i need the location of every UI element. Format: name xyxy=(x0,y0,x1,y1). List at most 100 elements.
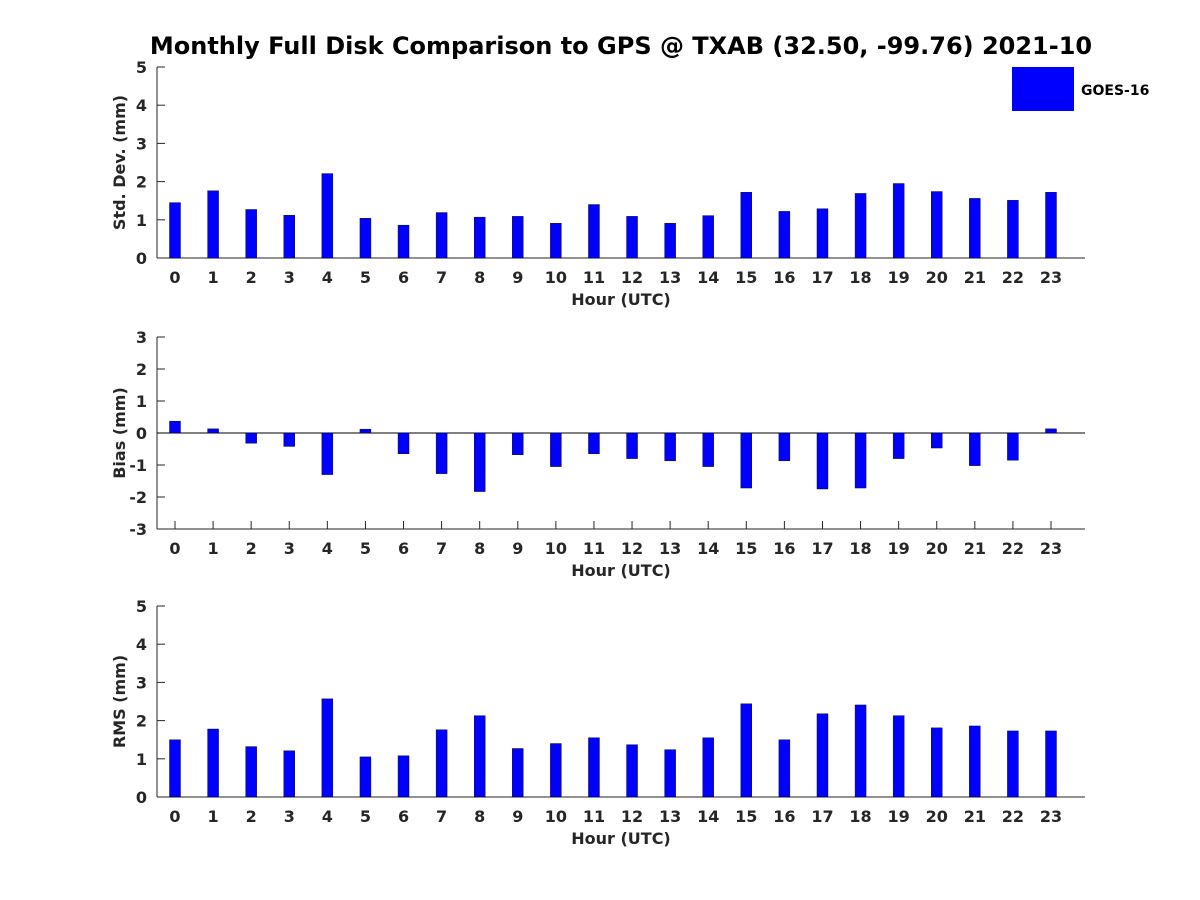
x-tick-label: 20 xyxy=(926,807,948,826)
bar xyxy=(550,223,562,259)
x-tick-label: 23 xyxy=(1040,268,1062,287)
y-tick-label: 2 xyxy=(136,360,147,379)
x-tick-label: 6 xyxy=(398,807,409,826)
y-tick-label: 0 xyxy=(136,249,147,268)
y-tick-label: 1 xyxy=(136,392,147,411)
x-tick-label: 7 xyxy=(436,807,447,826)
bar xyxy=(854,193,867,259)
bar xyxy=(854,432,867,489)
bar xyxy=(1007,432,1019,461)
bar xyxy=(397,432,410,454)
bar xyxy=(626,216,638,259)
bar xyxy=(512,748,524,798)
x-tick-label: 11 xyxy=(583,539,605,558)
x-tick-label: 19 xyxy=(888,539,910,558)
x-tick-label: 5 xyxy=(360,268,371,287)
y-tick-label: 4 xyxy=(136,96,147,115)
bar xyxy=(588,737,600,798)
y-tick-label: -3 xyxy=(129,520,147,539)
x-tick-label: 5 xyxy=(360,807,371,826)
x-tick-label: 3 xyxy=(284,268,295,287)
bar xyxy=(588,204,600,259)
bar xyxy=(969,198,981,259)
x-tick-label: 15 xyxy=(735,268,757,287)
x-tick-label: 0 xyxy=(169,807,180,826)
bar xyxy=(435,212,448,259)
x-tick-label: 19 xyxy=(888,268,910,287)
bar xyxy=(664,223,676,259)
x-tick-label: 16 xyxy=(773,807,795,826)
y-tick-label: 3 xyxy=(136,673,147,692)
x-tick-label: 3 xyxy=(284,539,295,558)
bar xyxy=(1007,200,1019,259)
x-tick-label: 13 xyxy=(659,807,681,826)
bar xyxy=(169,202,181,259)
y-axis-label: Std. Dev. (mm) xyxy=(110,95,129,230)
bar xyxy=(473,216,486,259)
bar xyxy=(435,729,448,798)
bar xyxy=(359,218,372,259)
bar xyxy=(512,432,524,455)
bar xyxy=(778,739,791,798)
bar xyxy=(664,432,676,462)
y-tick-label: 2 xyxy=(136,173,147,192)
x-tick-label: 1 xyxy=(208,807,219,826)
x-tick-label: 22 xyxy=(1002,539,1024,558)
bar xyxy=(626,744,638,798)
bar xyxy=(283,215,295,259)
bar xyxy=(435,432,448,474)
bar xyxy=(550,432,562,467)
x-tick-label: 8 xyxy=(474,539,485,558)
x-tick-label: 14 xyxy=(697,268,719,287)
bar xyxy=(550,743,562,798)
bar xyxy=(207,190,219,259)
x-tick-label: 21 xyxy=(964,807,986,826)
bar xyxy=(1045,730,1057,798)
x-tick-label: 17 xyxy=(811,539,833,558)
x-tick-label: 4 xyxy=(322,539,333,558)
bar xyxy=(207,728,219,798)
bar xyxy=(740,703,753,798)
y-tick-label: 5 xyxy=(136,58,147,77)
x-tick-label: 19 xyxy=(888,807,910,826)
x-tick-label: 18 xyxy=(849,268,871,287)
bar xyxy=(283,432,295,447)
bar xyxy=(473,432,486,492)
x-tick-label: 20 xyxy=(926,539,948,558)
bar xyxy=(245,209,257,259)
bar xyxy=(931,191,943,259)
bar xyxy=(359,756,372,798)
x-tick-label: 3 xyxy=(284,807,295,826)
x-tick-label: 10 xyxy=(545,539,567,558)
bar xyxy=(473,715,486,798)
x-tick-label: 6 xyxy=(398,268,409,287)
x-tick-label: 2 xyxy=(246,539,257,558)
x-tick-label: 12 xyxy=(621,268,643,287)
y-tick-label: 5 xyxy=(136,597,147,616)
bar xyxy=(1007,730,1019,798)
bar xyxy=(207,428,219,434)
bar xyxy=(626,432,638,459)
bar xyxy=(321,432,334,475)
x-axis-label: Hour (UTC) xyxy=(571,290,671,309)
x-tick-label: 11 xyxy=(583,807,605,826)
bar xyxy=(702,215,714,259)
x-tick-label: 1 xyxy=(208,539,219,558)
x-tick-label: 14 xyxy=(697,807,719,826)
bar xyxy=(397,224,410,259)
x-tick-label: 14 xyxy=(697,539,719,558)
bar xyxy=(854,704,867,798)
x-tick-label: 1 xyxy=(208,268,219,287)
x-tick-label: 13 xyxy=(659,268,681,287)
y-tick-label: 0 xyxy=(136,424,147,443)
legend-swatch xyxy=(1012,67,1074,111)
bar xyxy=(969,725,981,798)
x-tick-label: 5 xyxy=(360,539,371,558)
y-axis-label: Bias (mm) xyxy=(110,387,129,479)
y-tick-label: 1 xyxy=(136,750,147,769)
x-tick-label: 4 xyxy=(322,268,333,287)
x-tick-label: 22 xyxy=(1002,268,1024,287)
